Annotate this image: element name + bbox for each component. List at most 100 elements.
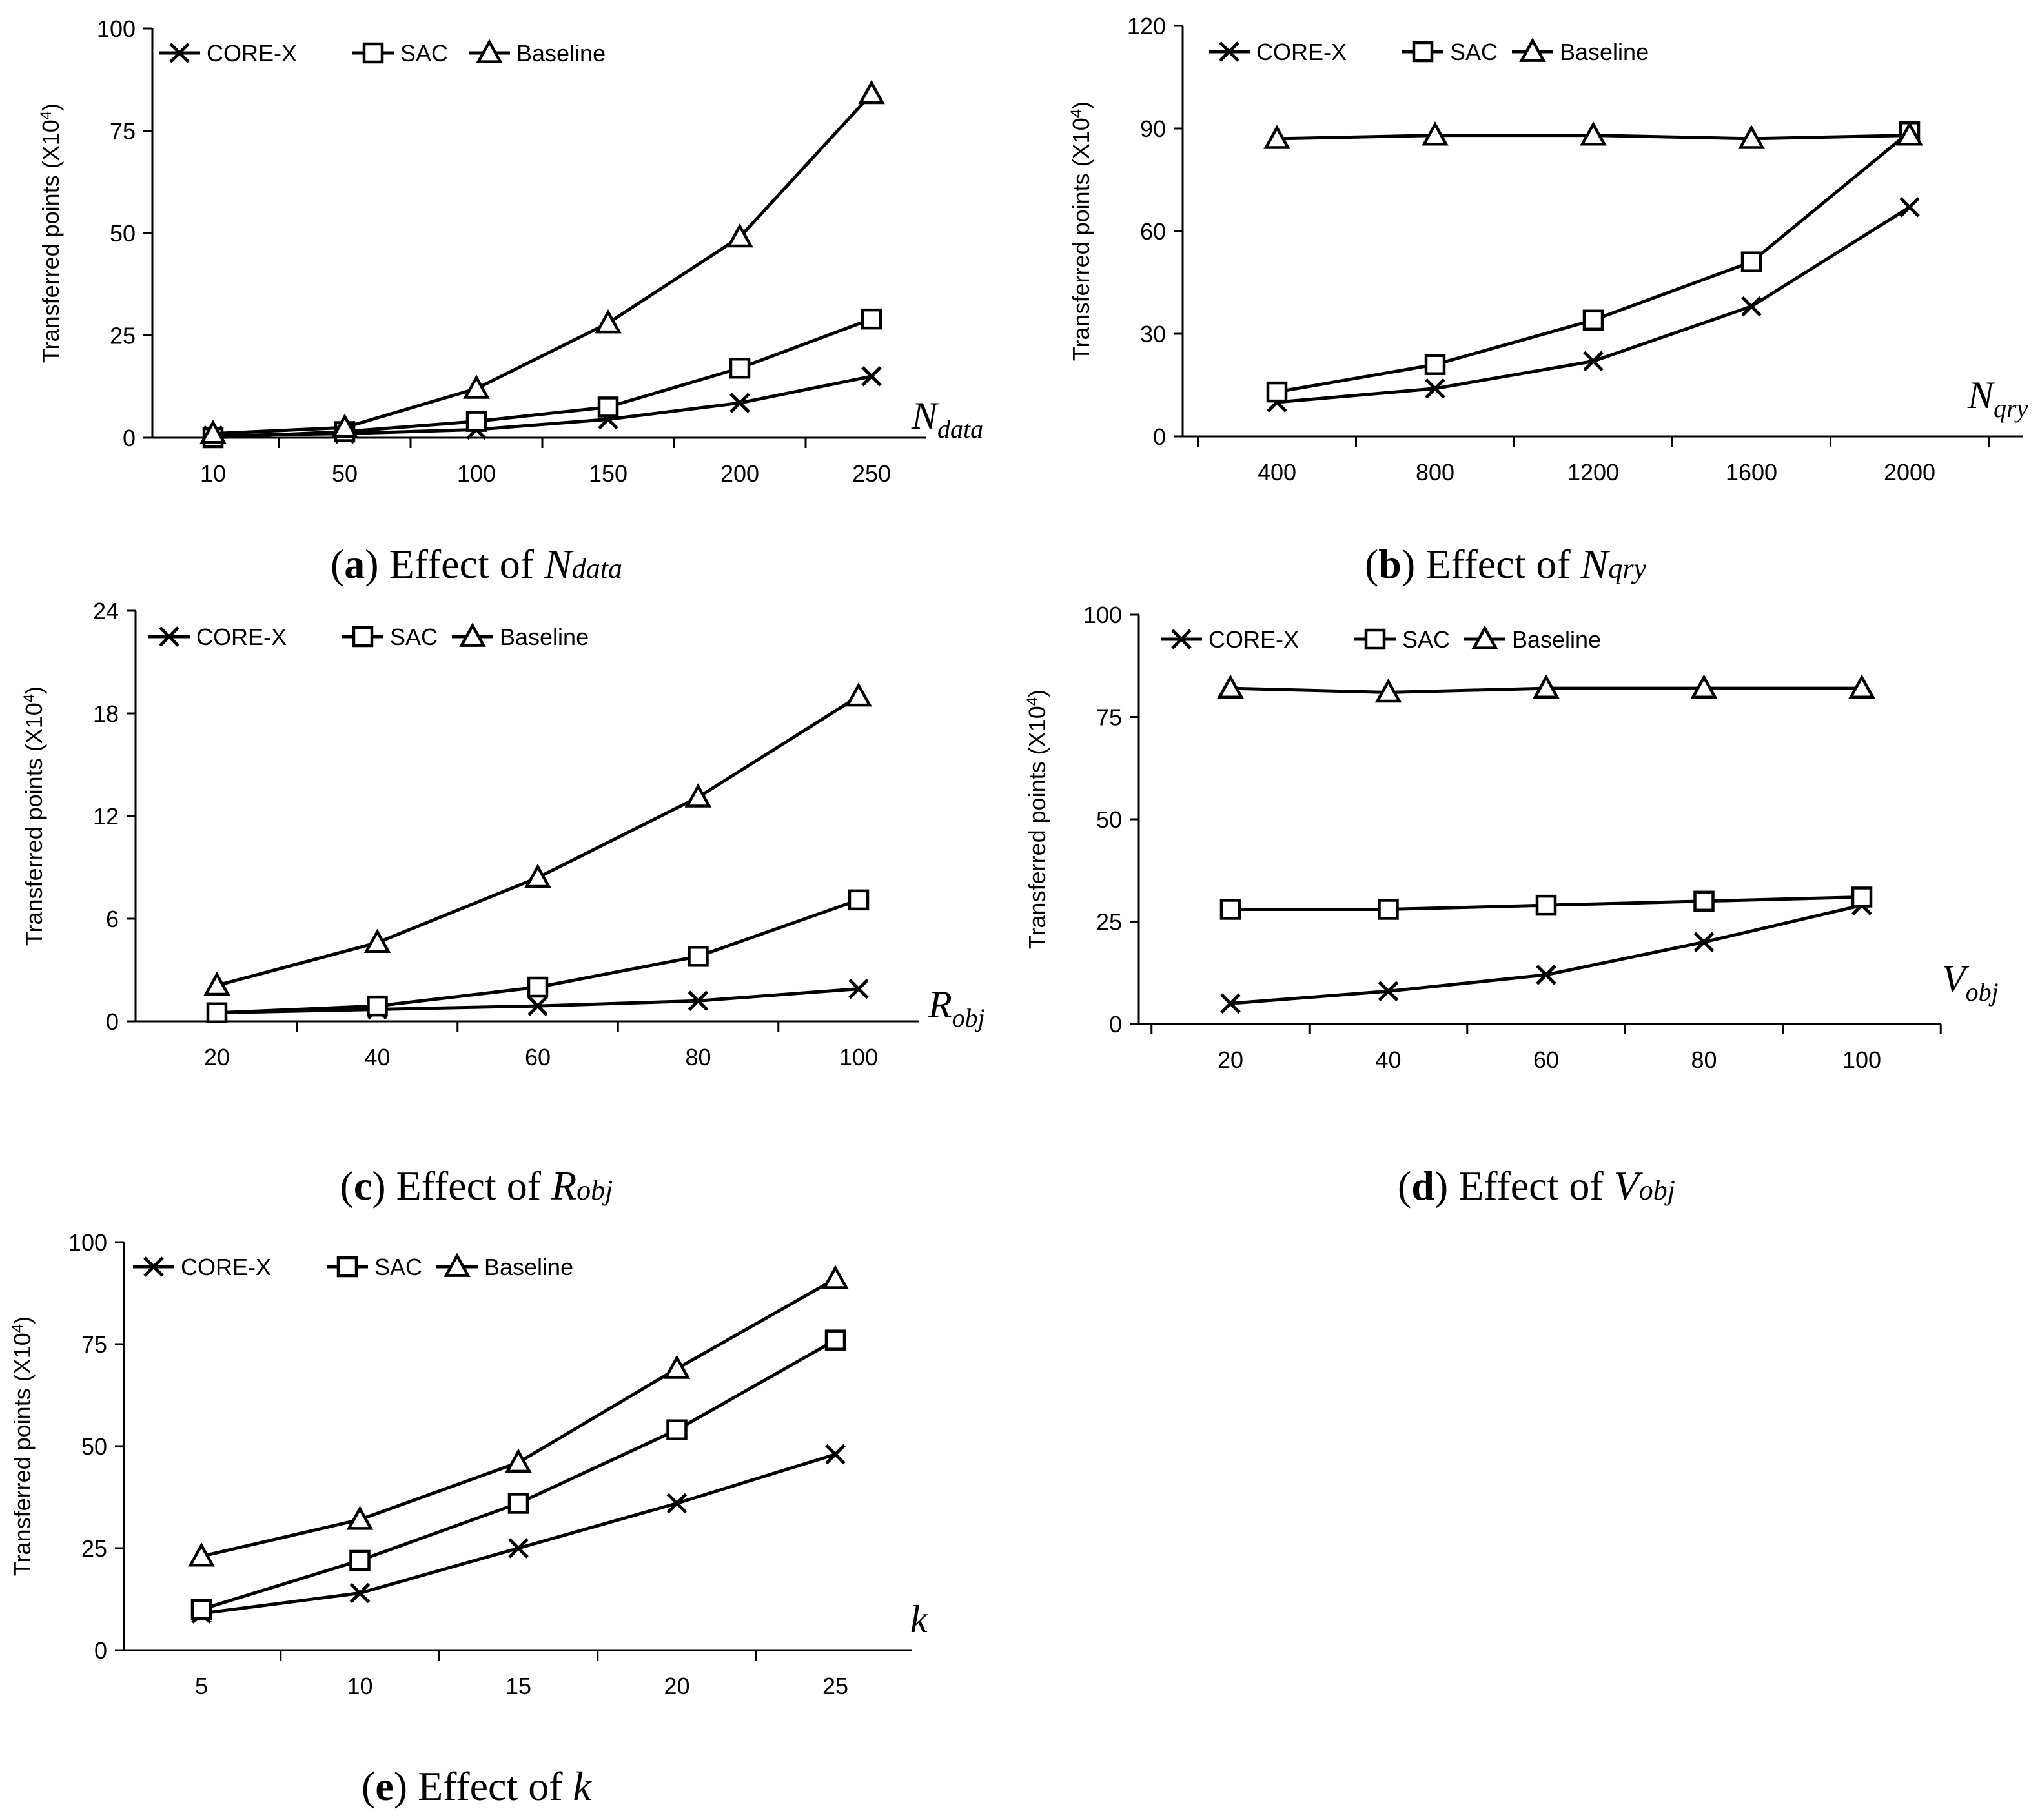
legend-marker — [459, 622, 486, 647]
x-tick-label: 25 — [822, 1673, 848, 1699]
legend-marker — [444, 1253, 471, 1277]
data-point — [597, 396, 619, 418]
legend-marker — [1171, 629, 1192, 649]
series-line — [1276, 130, 1911, 394]
chart-panel-b: 0 30 60 90 120 400 800 1200 1600 2000 Transferred … — [1068, 13, 2028, 587]
data-point — [508, 1538, 529, 1559]
legend-marker-stroke-b — [159, 626, 179, 647]
series-line — [212, 92, 873, 436]
y-tick-label: 100 — [1083, 602, 1122, 628]
chart-panel-c: 0 6 12 18 24 20 40 60 80 100 Transferred points (X… — [21, 598, 985, 1209]
legend-label: CORE-X — [1256, 39, 1347, 65]
legend: CORE-X SAC Baseline — [133, 1253, 573, 1280]
data-point — [1535, 894, 1557, 916]
data-point — [1741, 296, 1762, 317]
x-tick-label: 100 — [839, 1044, 878, 1070]
data-point — [825, 1444, 846, 1465]
data-point-stroke-b — [688, 990, 709, 1011]
data-point — [527, 996, 548, 1016]
series-core-x — [1267, 197, 1920, 413]
x-tick-label: 15 — [505, 1673, 531, 1699]
data-point — [1738, 125, 1765, 149]
data-point — [684, 783, 712, 808]
data-point — [188, 1542, 215, 1567]
data-point-stroke-b — [1583, 351, 1604, 372]
data-point — [845, 682, 872, 707]
data-point — [527, 976, 549, 998]
data-point-stroke-b — [1693, 932, 1715, 952]
legend-marker — [1519, 37, 1546, 62]
legend-marker — [336, 1256, 358, 1278]
data-point — [1219, 899, 1241, 920]
data-point — [1848, 674, 1875, 699]
data-point — [822, 1265, 849, 1289]
x-tick-label: 150 — [589, 460, 627, 487]
data-point — [848, 889, 870, 911]
y-tick-label: 0 — [1153, 424, 1166, 450]
panel-caption: (c) Effect of Robj — [340, 1163, 613, 1209]
y-axis-title: Transferred points (X104) — [9, 1316, 36, 1576]
y-tick-label: 0 — [94, 1637, 107, 1664]
data-point-stroke-b — [1741, 296, 1762, 317]
y-tick-label: 50 — [110, 220, 136, 247]
data-point — [463, 374, 490, 399]
data-point — [1263, 125, 1290, 149]
axis-variable-label: Nqry — [1967, 374, 2028, 423]
x-tick-label: 100 — [1842, 1047, 1881, 1073]
y-tick-label: 100 — [68, 1229, 107, 1256]
legend-marker — [1219, 41, 1239, 62]
y-axis-title: Transferred points (X104) — [21, 686, 47, 946]
series-sac — [202, 308, 882, 449]
legend-marker-stroke-b — [1219, 41, 1239, 62]
data-point — [1378, 981, 1399, 1002]
data-point-stroke-b — [1378, 981, 1399, 1002]
data-point — [1740, 251, 1762, 272]
series-line — [1230, 903, 1862, 1005]
legend-label: SAC — [1402, 626, 1450, 653]
axis-variable-label: Ndata — [911, 394, 983, 444]
data-point-stroke-b — [1425, 378, 1445, 399]
data-point — [349, 1582, 371, 1604]
data-point — [1425, 378, 1445, 399]
legend-marker-stroke-b — [169, 43, 190, 63]
y-axis-title: Transferred points (X104) — [37, 103, 64, 363]
x-tick-label: 40 — [1375, 1047, 1401, 1073]
y-tick-label: 50 — [81, 1433, 107, 1460]
legend-marker — [1412, 41, 1434, 63]
y-tick-label: 100 — [97, 15, 136, 42]
legend-marker-stroke-b — [143, 1256, 164, 1277]
x-tick-label: 60 — [1533, 1047, 1559, 1073]
legend-label: Baseline — [516, 40, 606, 66]
legend-label: CORE-X — [1209, 626, 1299, 653]
chart-panel-e: 0 25 50 75 100 5 10 15 20 25 Transferred points (X… — [9, 1229, 928, 1809]
data-point — [861, 308, 882, 330]
legend-marker — [159, 626, 179, 647]
chart-panel-d: 0 25 50 75 100 20 40 60 80 100 Transferred points … — [1024, 602, 1999, 1209]
y-tick-label: 90 — [1140, 116, 1166, 142]
data-point — [349, 1549, 371, 1571]
data-point — [1580, 121, 1607, 146]
x-tick-label: 100 — [457, 460, 496, 487]
data-point — [1899, 197, 1920, 218]
y-tick-label: 75 — [1096, 704, 1122, 731]
data-point — [688, 990, 709, 1011]
x-tick-label: 80 — [1691, 1047, 1717, 1073]
y-tick-label: 75 — [81, 1331, 107, 1358]
x-tick-label: 60 — [525, 1044, 551, 1070]
legend: CORE-X SAC Baseline — [159, 39, 606, 66]
series-baseline — [203, 682, 872, 996]
data-point-stroke-b — [825, 1444, 846, 1465]
data-point — [203, 971, 230, 996]
series-line — [212, 374, 872, 438]
chart-panel-a: 0 25 50 75 100 10 50 100 150 200 250 Transferred po… — [37, 15, 983, 587]
legend-label: CORE-X — [181, 1254, 271, 1280]
data-point — [331, 413, 358, 438]
y-tick-label: 75 — [110, 118, 136, 145]
panel-caption: (d) Effect of Vobj — [1398, 1163, 1675, 1209]
x-tick-label: 40 — [364, 1044, 390, 1070]
data-point — [1217, 674, 1244, 699]
legend: CORE-X SAC Baseline — [1161, 625, 1601, 653]
series-baseline — [188, 1265, 849, 1567]
x-tick-label: 200 — [720, 460, 759, 487]
